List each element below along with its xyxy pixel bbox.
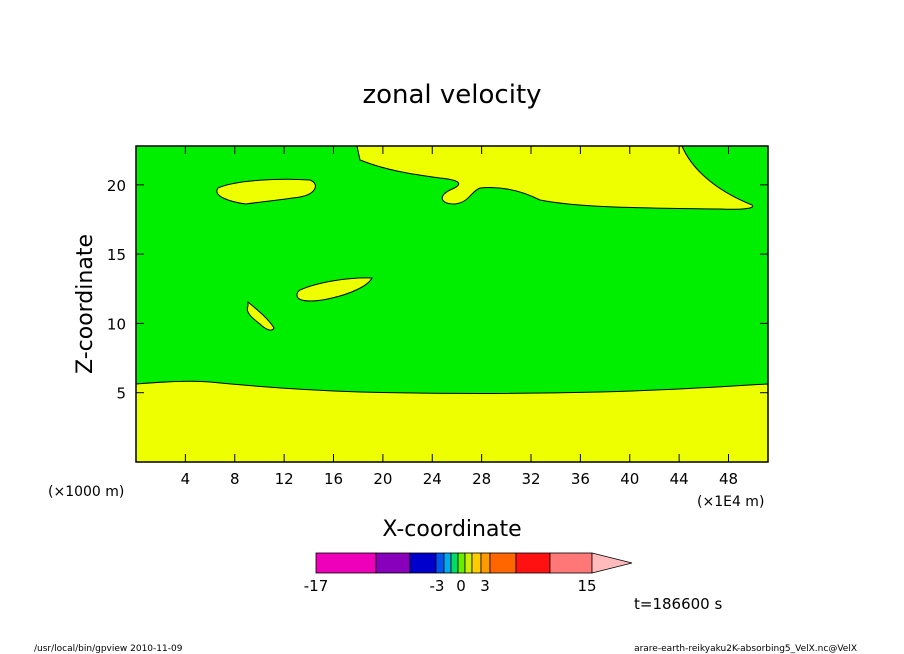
footer-left: /usr/local/bin/gpview 2010-11-09 bbox=[34, 644, 183, 654]
colorbar-segment bbox=[515, 552, 551, 574]
colorbar-segment bbox=[480, 552, 491, 574]
x-tick-label: 40 bbox=[620, 470, 639, 488]
y-axis-label: Z-coordinate bbox=[73, 234, 98, 374]
plot-area bbox=[135, 145, 769, 463]
plot-frame bbox=[135, 145, 769, 463]
x-tick-label: 16 bbox=[324, 470, 343, 488]
colorbar-label: 0 bbox=[456, 577, 466, 595]
colorbar-label: -17 bbox=[304, 577, 329, 595]
x-tick-label: 4 bbox=[181, 470, 191, 488]
y-tick-label: 10 bbox=[107, 315, 126, 333]
x-tick-label: 12 bbox=[275, 470, 294, 488]
x-axis-label: X-coordinate bbox=[382, 517, 521, 542]
colorbar-segment bbox=[375, 552, 411, 574]
colorbar-label: 3 bbox=[480, 577, 490, 595]
chart-title: zonal velocity bbox=[362, 80, 541, 110]
x-tick-label: 8 bbox=[230, 470, 240, 488]
x-tick-label: 20 bbox=[373, 470, 392, 488]
colorbar-segment bbox=[409, 552, 437, 574]
x-axis: 4 8 12 16 20 24 28 32 36 40 44 48 bbox=[181, 146, 738, 488]
colorbar-arrow bbox=[591, 552, 633, 574]
colorbar-segment bbox=[464, 552, 473, 574]
positive-region-lower bbox=[135, 380, 769, 463]
positive-region-blob-1 bbox=[216, 178, 316, 205]
x-tick-label: 24 bbox=[423, 470, 442, 488]
y-axis: 5 10 15 20 bbox=[107, 177, 768, 403]
colorbar-segment bbox=[457, 552, 466, 574]
footer-right: arare-earth-reikyaku2K-absorbing5_VelX.n… bbox=[634, 644, 857, 654]
x-tick-label: 44 bbox=[670, 470, 689, 488]
colorbar-label: -3 bbox=[430, 577, 445, 595]
colorbar-segment bbox=[489, 552, 517, 574]
x-tick-label: 36 bbox=[571, 470, 590, 488]
colorbar: -17 -3 0 3 15 bbox=[304, 552, 633, 595]
colorbar-segment bbox=[315, 552, 377, 574]
colorbar-segment bbox=[443, 552, 452, 574]
y-tick-label: 20 bbox=[107, 177, 126, 195]
colorbar-segment bbox=[450, 552, 459, 574]
positive-region-blob-3 bbox=[246, 300, 275, 331]
colorbar-segment bbox=[471, 552, 482, 574]
x-unit-right: (×1E4 m) bbox=[697, 494, 764, 510]
positive-region-top bbox=[356, 145, 754, 210]
x-tick-label: 48 bbox=[719, 470, 738, 488]
y-tick-label: 15 bbox=[107, 246, 126, 264]
y-tick-label: 5 bbox=[116, 385, 126, 403]
positive-region-blob-2 bbox=[296, 277, 373, 302]
x-unit-left: (×1000 m) bbox=[48, 484, 124, 500]
time-label: t=186600 s bbox=[634, 595, 722, 613]
colorbar-segment bbox=[435, 552, 445, 574]
x-tick-label: 28 bbox=[472, 470, 491, 488]
colorbar-label: 15 bbox=[577, 577, 596, 595]
x-tick-label: 32 bbox=[521, 470, 540, 488]
colorbar-segment bbox=[549, 552, 593, 574]
